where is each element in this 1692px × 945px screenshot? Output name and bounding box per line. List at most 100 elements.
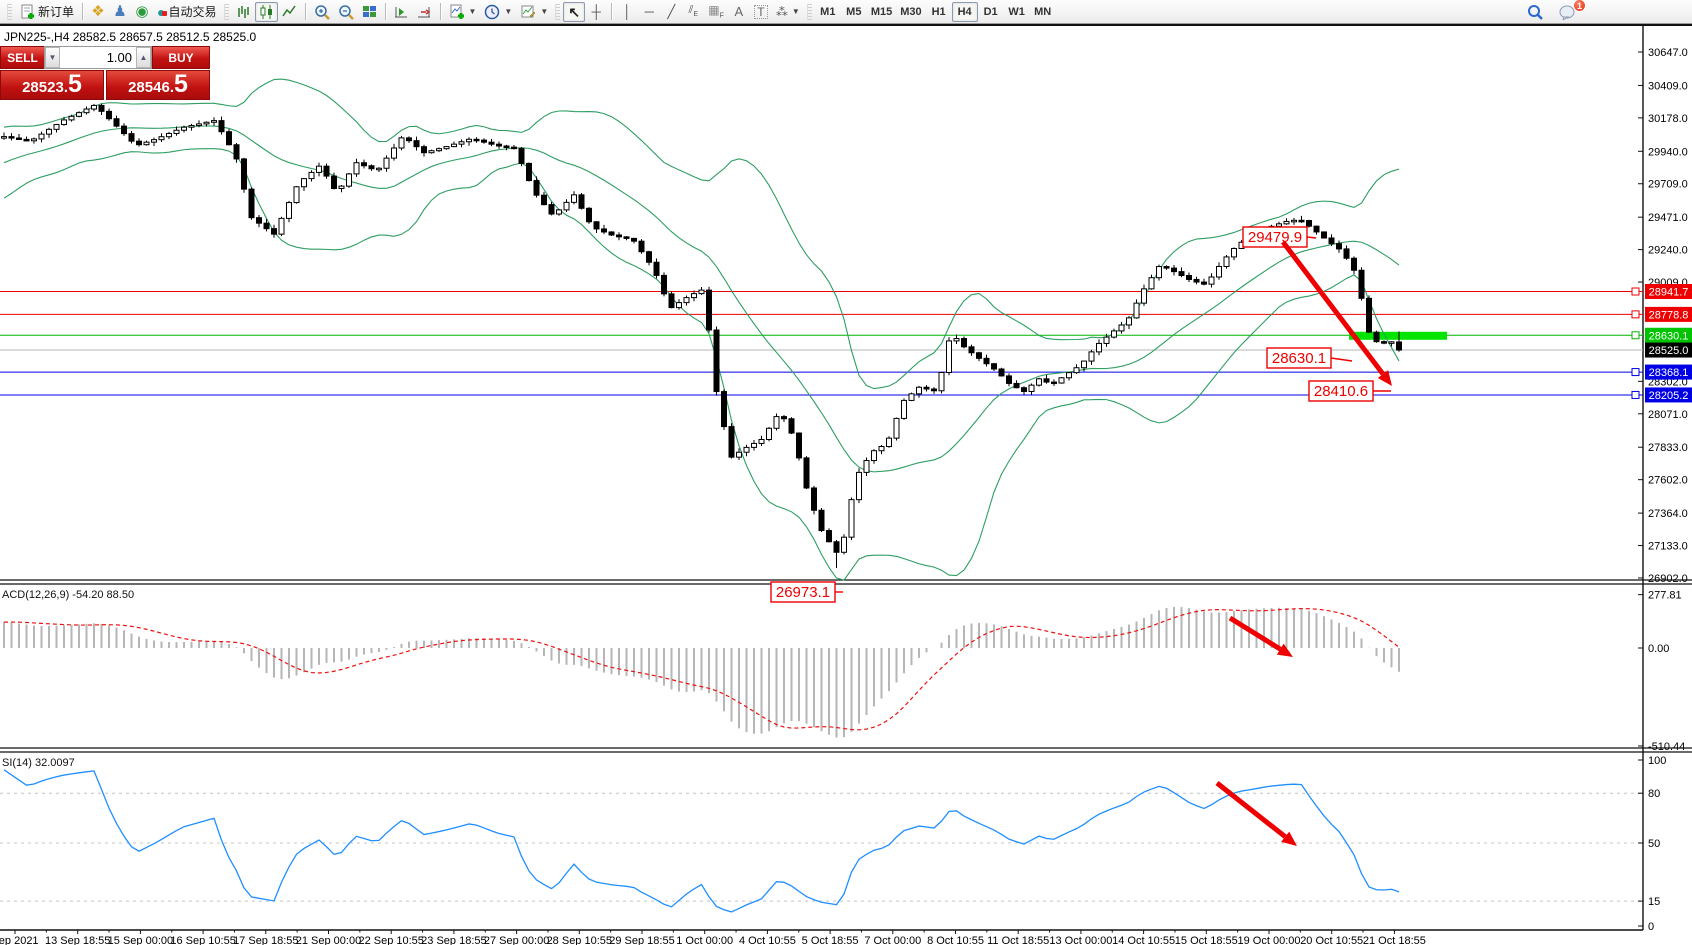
horizontal-line-tool-button[interactable]: ─ [638,2,660,22]
cursor-tool-button[interactable]: ↖ [563,1,586,22]
chart-canvas[interactable]: 30647.0 30409.0 30178.0 29940.0 29709.0 29471… [0,26,1692,945]
tile-windows-icon [362,5,376,17]
auto-trading-button[interactable]: ● 自动交易 [153,2,220,22]
volume-decrease-button[interactable]: ▼ [45,47,60,68]
periods-menu-button[interactable]: ▼ [480,2,516,22]
highlight-level-bar[interactable] [1349,331,1447,340]
buy-price-display[interactable]: 28546. 5 [106,70,210,100]
price-level-lines[interactable] [0,287,1643,399]
time-axis-label: Sep 2021 [0,935,39,945]
price-badge-value: 28630.1 [1649,330,1689,342]
zoom-in-button[interactable] [310,2,334,22]
time-axis-label: 19 Oct 00:00 [1238,935,1301,945]
indicators-menu-button[interactable]: ▼ [445,2,481,22]
axis-tick-label: 0 [1648,921,1654,933]
tf-button-h4[interactable]: H4 [951,1,978,22]
chart-shift-button[interactable] [390,2,413,22]
tf-button-m30[interactable]: M30 [900,5,922,18]
line-chart-type-button[interactable] [278,2,301,22]
toolbar-grip[interactable] [806,3,812,20]
hline-handle[interactable] [1631,368,1640,377]
text-tool-button[interactable]: A [728,2,750,22]
new-order-label: 新订单 [38,5,75,19]
candlestick-icon [260,4,272,19]
tf-button-m15[interactable]: M15 [870,5,893,18]
price-badge [1645,284,1692,300]
tf-button-mn[interactable]: MN [1034,5,1052,18]
axis-tick-label: 27133.0 [1648,541,1688,553]
toolbar-grip[interactable] [7,3,12,20]
chat-bubble-icon [1559,5,1575,20]
annotation-box[interactable] [1242,226,1308,248]
arrows-tool-button[interactable]: ⁂ ▼ [772,2,804,22]
equidistant-channel-tool-button[interactable]: ⫽E [682,2,704,22]
annotation-box[interactable] [770,581,836,603]
trend-arrow[interactable] [1281,240,1385,376]
price-axis[interactable]: 30647.0 30409.0 30178.0 29940.0 29709.0 29471… [1638,47,1692,933]
market-watch-icon: ❖ [91,3,105,20]
signals-icon: ◉ [135,3,149,20]
notifications-button[interactable]: 1 [1555,0,1586,22]
time-axis-label: 4 Oct 10:55 [739,935,796,945]
navigator-icon: ♟ [113,3,127,20]
market-watch-button[interactable]: ❖ [87,2,109,22]
volume-increase-button[interactable]: ▲ [136,47,151,68]
bar-chart-type-button[interactable] [232,2,255,22]
tile-windows-button[interactable] [358,2,381,22]
navigator-button[interactable]: ♟ [109,2,131,22]
fibonacci-tool-button[interactable]: ▦F [704,2,728,22]
auto-trading-label: 自动交易 [168,5,217,19]
tf-button-h1[interactable]: H1 [931,5,946,18]
vertical-line-icon: │ [623,4,632,19]
trend-arrows[interactable] [1215,240,1392,846]
toolbar-grip[interactable] [555,3,561,20]
annotation-box[interactable] [1308,380,1374,402]
price-annotations[interactable]: 29479.9 28630.1 28410.6 26973.1 [770,226,1391,603]
tf-button-d1[interactable]: D1 [983,5,998,18]
trend-arrow-head [1377,370,1392,386]
macd-pane[interactable] [3,606,1400,738]
crosshair-tool-button[interactable]: ┼ [585,2,607,22]
hline-handle[interactable] [1631,310,1640,319]
candlestick-type-button[interactable] [254,1,278,22]
sell-button[interactable]: SELL [0,46,44,69]
zoom-out-button[interactable] [334,2,358,22]
time-axis-label: 20 Oct 10:55 [1300,935,1363,945]
time-axis-label: 29 Sep 18:55 [609,935,674,945]
volume-input[interactable] [60,47,136,68]
hline-handle[interactable] [1631,287,1640,296]
text-label-tool-button[interactable]: T [750,2,772,22]
templates-menu-button[interactable]: ▼ [516,2,552,22]
rsi-indicator-label: SI(14) 32.0097 [2,757,75,769]
annotation-box[interactable] [1266,347,1332,369]
dropdown-arrow-icon: ▼ [468,7,477,16]
tf-button-m1[interactable]: M1 [820,5,836,18]
buy-price-main: 28546 [128,79,170,96]
hline-handle[interactable] [1631,331,1640,340]
time-axis-label: 11 Oct 18:55 [987,935,1049,945]
rsi-pane[interactable] [0,769,1643,913]
tf-button-m5[interactable]: M5 [846,5,862,18]
toolbar-grip[interactable] [223,3,229,20]
tf-button-w1[interactable]: W1 [1008,5,1025,18]
chart-frame [0,26,1692,931]
time-axis-label: 13 Oct 00:00 [1049,935,1112,945]
sell-price-display[interactable]: 28523. 5 [0,70,104,100]
time-axis-label: 5 Oct 18:55 [802,935,859,945]
trend-arrow[interactable] [1215,781,1287,839]
trendline-tool-button[interactable]: ╱ [660,2,682,22]
new-order-button[interactable]: 新订单 [15,2,78,22]
hline-handle[interactable] [1631,390,1640,399]
buy-button[interactable]: BUY [152,46,210,69]
auto-scroll-button[interactable] [413,2,436,22]
new-order-icon [21,4,34,19]
search-button[interactable] [1523,2,1547,22]
vertical-line-tool-button[interactable]: │ [616,2,638,22]
buy-price-frac: 5 [173,70,188,98]
axis-tick-label: 29940.0 [1648,146,1688,158]
trend-arrow[interactable] [1228,615,1282,652]
indicators-icon [450,4,464,19]
signals-button[interactable]: ◉ [131,2,153,22]
chart-window[interactable]: 30647.0 30409.0 30178.0 29940.0 29709.0 29471… [0,24,1692,945]
